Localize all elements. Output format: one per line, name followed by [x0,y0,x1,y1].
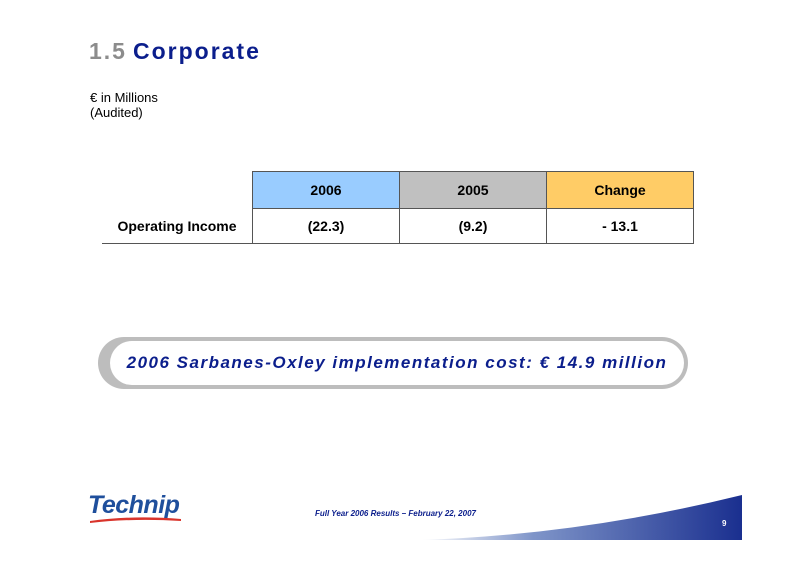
units-note: € in Millions (Audited) [90,90,158,120]
technip-logo: Technip [88,492,183,524]
slide-title: 1.5 Corporate [89,38,261,65]
table-corner-cell [102,172,253,209]
callout-text: 2006 Sarbanes-Oxley implementation cost:… [126,353,668,372]
value-2006: (22.3) [252,208,400,244]
value-change: - 13.1 [546,208,694,244]
column-header-2005: 2005 [399,171,547,209]
page-number: 9 [722,519,727,528]
section-number: 1.5 [89,38,127,64]
callout-box: 2006 Sarbanes-Oxley implementation cost:… [110,341,684,385]
table-header-row: 2006 2005 Change [102,171,694,209]
value-2005: (9.2) [399,208,547,244]
logo-swoosh-icon [90,517,181,523]
units-line: € in Millions [90,90,158,105]
table-row: Operating Income (22.3) (9.2) - 13.1 [102,208,694,244]
row-label: Operating Income [102,208,253,244]
footer-caption: Full Year 2006 Results – February 22, 20… [315,509,476,518]
column-header-2006: 2006 [252,171,400,209]
column-header-change: Change [546,171,694,209]
audited-line: (Audited) [90,105,143,120]
section-title: Corporate [132,38,261,64]
footer-band [420,495,742,540]
results-table: 2006 2005 Change Operating Income (22.3)… [102,171,694,244]
logo-wordmark: Technip [88,491,180,519]
